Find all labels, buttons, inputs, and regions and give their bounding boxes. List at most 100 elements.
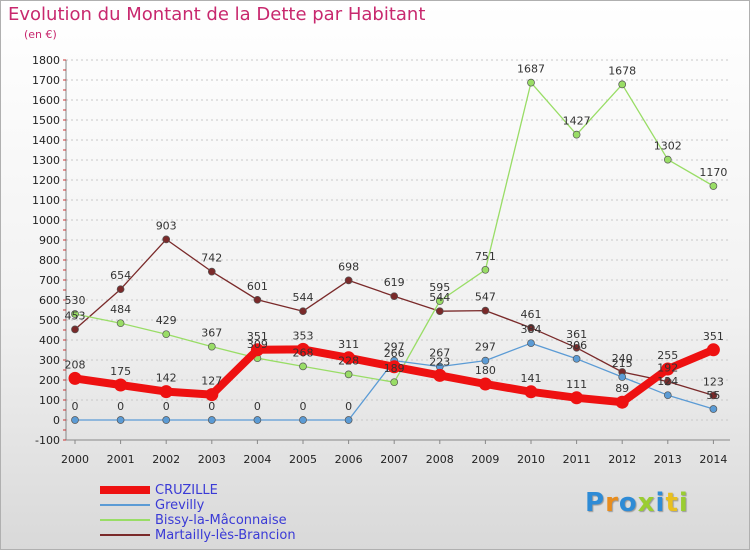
logo-letter: o — [618, 488, 638, 518]
data-point — [71, 416, 79, 424]
y-tick-label: 700 — [39, 274, 60, 287]
data-point — [618, 80, 627, 89]
data-point — [663, 377, 672, 386]
data-label: 141 — [521, 372, 542, 385]
data-point — [205, 388, 219, 402]
data-point — [207, 342, 216, 351]
legend-label: Grevilly — [155, 498, 205, 513]
y-tick-label: 1100 — [32, 194, 60, 207]
data-label: 208 — [65, 358, 86, 371]
data-label: 351 — [703, 330, 724, 343]
data-point — [299, 362, 307, 371]
data-point — [706, 343, 720, 357]
data-point — [159, 385, 173, 399]
data-label: 297 — [475, 341, 496, 354]
data-point — [250, 343, 264, 357]
chart-title: Evolution du Montant de la Dette par Hab… — [8, 4, 426, 25]
data-label: 1427 — [563, 115, 591, 128]
legend-label: Bissy-la-Mâconnaise — [155, 513, 287, 528]
data-point — [661, 362, 675, 376]
x-tick-label: 2002 — [152, 453, 180, 466]
data-label: 0 — [345, 400, 352, 413]
data-label: 619 — [384, 276, 405, 289]
data-label: 544 — [429, 291, 450, 304]
x-tick-label: 2011 — [563, 453, 591, 466]
y-tick-label: 300 — [39, 354, 60, 367]
x-tick-label: 2005 — [289, 453, 317, 466]
y-tick-label: 1600 — [32, 94, 60, 107]
data-label: 1302 — [654, 140, 682, 153]
data-label: 192 — [657, 362, 678, 375]
data-point — [116, 416, 125, 424]
x-tick-label: 2000 — [61, 453, 89, 466]
y-tick-label: 1700 — [32, 74, 60, 87]
data-point — [527, 339, 535, 348]
x-tick-label: 2001 — [107, 453, 135, 466]
data-label: 384 — [521, 323, 542, 336]
x-tick-label: 2013 — [654, 453, 682, 466]
data-label: 544 — [293, 291, 314, 304]
logo-letter: i — [678, 488, 689, 518]
y-tick-label: 100 — [39, 394, 60, 407]
data-label: 215 — [612, 357, 633, 370]
data-label: 742 — [201, 252, 222, 265]
data-label: 751 — [475, 250, 496, 263]
data-point — [527, 323, 535, 332]
data-label: 698 — [338, 260, 359, 273]
logo-letter: x — [637, 488, 656, 518]
y-tick-label: -100 — [35, 434, 60, 447]
data-label: 142 — [156, 372, 177, 385]
data-point — [344, 416, 353, 424]
y-tick-label: 400 — [39, 334, 60, 347]
data-label: 266 — [384, 347, 405, 360]
data-label: 0 — [254, 400, 261, 413]
data-label: 180 — [475, 364, 496, 377]
legend-swatch — [100, 534, 150, 536]
data-point — [435, 297, 444, 305]
data-point — [342, 351, 356, 365]
data-label: 223 — [429, 355, 450, 368]
x-tick-label: 2008 — [426, 453, 454, 466]
legend-swatch — [100, 504, 150, 506]
data-label: 595 — [429, 281, 450, 294]
data-point — [481, 356, 490, 365]
x-tick-label: 2010 — [517, 453, 545, 466]
data-label: 453 — [65, 309, 86, 322]
x-tick-label: 2009 — [471, 453, 499, 466]
y-tick-label: 1800 — [32, 54, 60, 67]
data-label: 1687 — [517, 63, 545, 76]
data-point — [527, 78, 535, 87]
y-tick-label: 200 — [39, 374, 60, 387]
data-label: 484 — [110, 303, 131, 316]
data-label: 240 — [612, 352, 633, 365]
data-point — [570, 391, 584, 405]
data-point — [663, 391, 672, 400]
data-label: 361 — [566, 328, 587, 341]
logo-letter: P — [585, 488, 606, 518]
data-point — [114, 378, 128, 392]
y-tick-label: 1300 — [32, 154, 60, 167]
x-tick-label: 2006 — [335, 453, 363, 466]
data-point — [524, 385, 538, 399]
data-point — [299, 416, 307, 424]
data-point — [572, 130, 581, 139]
data-point — [435, 307, 444, 316]
data-label: 367 — [201, 327, 222, 340]
proxiti-logo: Proxiti — [585, 488, 689, 518]
data-point — [390, 292, 399, 301]
data-label: 127 — [201, 375, 222, 388]
data-label: 311 — [338, 338, 359, 351]
data-point — [390, 378, 399, 387]
y-tick-label: 1200 — [32, 174, 60, 187]
x-tick-label: 2007 — [380, 453, 408, 466]
data-point — [344, 370, 353, 379]
data-label: 124 — [657, 375, 678, 388]
data-label: 255 — [657, 349, 678, 362]
data-label: 267 — [429, 347, 450, 360]
chart-subtitle: (en €) — [24, 28, 57, 41]
data-label: 55 — [706, 389, 720, 402]
legend-swatch — [100, 486, 150, 494]
data-point — [387, 360, 401, 374]
data-label: 429 — [156, 314, 177, 327]
